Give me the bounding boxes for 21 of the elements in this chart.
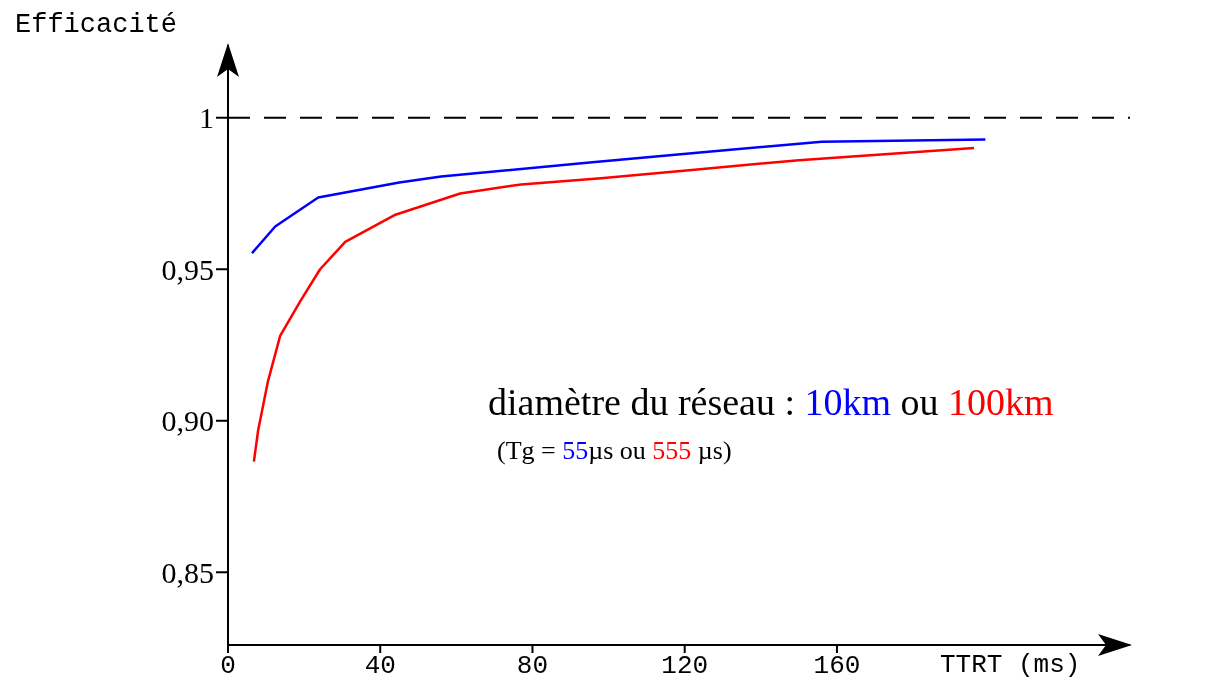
y-tick-label: 1 bbox=[199, 101, 214, 135]
x-tick-label: 160 bbox=[813, 651, 861, 682]
y-axis-title: Efficacité bbox=[15, 10, 178, 40]
annotation: 555 bbox=[652, 436, 692, 465]
x-tick-label: 0 bbox=[220, 651, 236, 682]
x-axis-title: TTRT (ms) bbox=[940, 650, 1081, 680]
line-series bbox=[250, 138, 987, 255]
annotation: 55 bbox=[562, 436, 589, 465]
annotation: µs ou bbox=[588, 436, 646, 465]
x-tick-label: 80 bbox=[516, 651, 549, 682]
annotation: (Tg = bbox=[497, 436, 556, 465]
annotation: ou bbox=[900, 381, 939, 423]
x-tick-label: 120 bbox=[661, 651, 709, 682]
annotation: 10km bbox=[804, 381, 892, 423]
y-tick-label: 0,90 bbox=[161, 404, 214, 438]
annotation: 100km bbox=[948, 381, 1054, 423]
annotation: µs) bbox=[697, 436, 732, 465]
x-tick-label: 40 bbox=[364, 651, 396, 682]
y-tick-label: 0,85 bbox=[161, 555, 214, 589]
annotation: diamètre du réseau : bbox=[488, 381, 796, 423]
y-tick-label: 0,95 bbox=[161, 252, 214, 286]
